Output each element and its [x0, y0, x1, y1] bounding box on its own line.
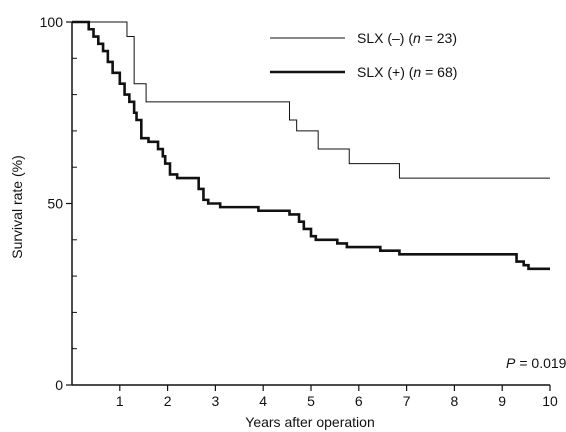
x-tick-label: 4: [259, 393, 267, 409]
x-axis-title: Years after operation: [245, 414, 374, 430]
legend-item-slx-positive: SLX (+) (n = 68): [270, 64, 457, 80]
x-tick-label: 9: [498, 393, 506, 409]
x-tick-label: 8: [451, 393, 459, 409]
x-tick-label: 10: [542, 393, 558, 409]
survival-curve-slx-negative: [72, 21, 550, 179]
x-tick-label: 1: [116, 393, 124, 409]
legend-label: SLX (–) (n = 23): [357, 30, 457, 46]
survival-curve-slx-positive: [72, 20, 550, 271]
y-tick-label: 0: [55, 377, 63, 393]
p-value-text: = 0.019: [519, 355, 566, 371]
x-tick-label: 6: [355, 393, 363, 409]
legend: SLX (–) (n = 23) SLX (+) (n = 68): [270, 30, 457, 80]
x-tick-label: 2: [164, 393, 172, 409]
x-tick-label: 7: [403, 393, 411, 409]
p-value-annotation: P = 0.019: [506, 355, 566, 371]
y-tick-label: 50: [47, 196, 63, 212]
p-value-label: P: [506, 355, 516, 371]
y-tick-label: 100: [40, 14, 64, 30]
survival-curves: [72, 20, 550, 271]
x-tick-label: 5: [307, 393, 315, 409]
y-axis-title: Survival rate (%): [9, 155, 25, 258]
x-tick-label: 3: [212, 393, 220, 409]
legend-label: SLX (+) (n = 68): [357, 64, 457, 80]
legend-item-slx-negative: SLX (–) (n = 23): [270, 30, 457, 46]
